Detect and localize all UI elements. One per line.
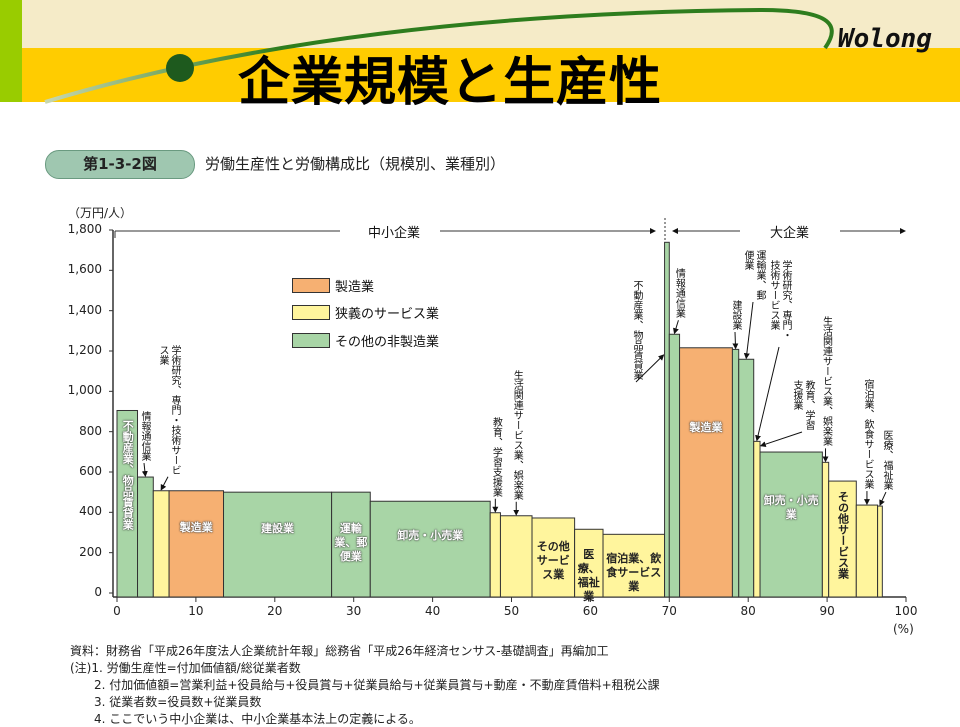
bar-oth [369, 500, 491, 598]
bar-svc [152, 490, 170, 598]
y-tick-label: 1,600 [67, 262, 102, 277]
bar-label: 学術研究、専門・技術サービス業 [157, 344, 180, 475]
y-tick-label: 600 [79, 464, 102, 478]
callout-arrow [673, 320, 679, 335]
bar-label: 生活関連サービス業、娯楽業 [511, 369, 523, 500]
x-tick-label: 0 [113, 604, 121, 618]
x-tick-label: 50 [503, 604, 520, 618]
bar-label: 教育、学習支援業 [791, 380, 814, 430]
x-tick-label: 80 [740, 604, 756, 618]
callout-arrow [732, 331, 739, 350]
legend-label-svc: 狭義のサービス業 [335, 307, 440, 322]
brand-logo: Wolong [838, 24, 932, 54]
bar-label: 建設業 [730, 300, 741, 330]
bar-svc [855, 504, 879, 598]
bar-label: 製造業 [179, 521, 213, 535]
note-4: 4. ここでいう中小企業は、中小企業基本法上の定義による。 [70, 712, 421, 726]
bar-label: 運輸業、郵便業 [334, 522, 368, 564]
bar-mfg [168, 490, 225, 598]
callout-arrow [879, 491, 887, 506]
bar-label: 情報通信業 [673, 268, 685, 319]
legend-label-oth: その他の非製造業 [335, 335, 440, 350]
bar-svc [753, 440, 761, 598]
bar-mfg [679, 347, 733, 598]
y-tick-label: 800 [79, 423, 102, 438]
bar-oth [331, 491, 371, 598]
x-tick-label: 40 [424, 604, 441, 618]
legend-swatch-oth [292, 333, 330, 348]
bullet-icon [166, 54, 194, 82]
note-1: (注)1. 労働生産性=付加価値額/総従業者数 [70, 661, 301, 675]
x-tick-label: 60 [582, 604, 599, 618]
bar-label: 生活関連サービス業、娯楽業 [820, 316, 832, 447]
bar-svc [531, 517, 576, 598]
y-axis-unit: （万円/人） [68, 206, 133, 220]
bar-svc [877, 505, 883, 598]
bar-label: 製造業 [689, 421, 723, 435]
note-2: 2. 付加価値額=営業利益+役員給与+役員賞与+従業員給与+従業員賞与+動産・不… [70, 678, 660, 692]
slide-title: 企業規模と生産性 [238, 53, 663, 113]
bar-svc [499, 515, 533, 598]
y-tick-label: 400 [79, 504, 102, 519]
bar-svc [821, 461, 830, 598]
bar-oth [738, 358, 755, 598]
bar-label: 情報通信業 [139, 411, 150, 462]
note-3: 3. 従業者数=役員数+従業員数 [70, 695, 262, 709]
callout-arrow [160, 476, 169, 491]
header-title-band [0, 48, 960, 102]
bar-label: 学術研究、専門・技術サービス業 [768, 260, 791, 340]
x-axis-unit: (%) [893, 622, 914, 636]
y-tick-label: 200 [79, 544, 102, 559]
segment-label-large: 大企業 [770, 226, 810, 241]
y-tick-label: 1,000 [67, 383, 102, 398]
x-tick-label: 100 [894, 604, 918, 618]
y-tick-label: 1,800 [67, 222, 102, 236]
bar-label: 宿泊業、飲食サービス業 [861, 379, 873, 490]
bar-oth [664, 241, 670, 598]
x-tick-label: 70 [661, 604, 677, 618]
bar-label: 卸売・小売業 [397, 528, 464, 542]
x-tick-label: 90 [819, 604, 835, 618]
x-tick-label: 20 [267, 604, 283, 618]
legend-swatch-mfg [292, 278, 330, 293]
callout-arrow [141, 462, 148, 478]
bar-label: 運輸業、郵便業 [742, 250, 765, 300]
left-accent-strip [0, 0, 22, 102]
x-tick-label: 30 [346, 604, 362, 618]
legend-swatch-svc [292, 305, 330, 320]
y-tick-label: 1,200 [67, 343, 102, 357]
bar-svc [574, 528, 604, 598]
bar-label: その他サービス業 [536, 540, 570, 582]
bar-oth [731, 348, 740, 598]
callout-arrow [635, 354, 665, 383]
bar-label: 教育、学習支援業 [490, 416, 502, 497]
bar-svc [489, 512, 501, 598]
bar-label: 医療、福祉業 [577, 548, 600, 604]
bar-oth [668, 333, 681, 598]
bar-label: 卸売・小売業 [763, 494, 819, 522]
callout-arrow [755, 346, 780, 442]
figure-title: 労働生産性と労働構成比（規模別、業種別） [205, 155, 506, 173]
y-tick-label: 1,400 [67, 302, 102, 317]
bar-label: 建設業 [261, 522, 295, 536]
bar-oth [759, 451, 823, 598]
source-note: 資料：財務省「平成26年度法人企業統計年報」総務省「平成26年経済センサス-基礎… [70, 644, 609, 658]
y-tick-label: 0 [94, 585, 102, 599]
figure-number: 第1-3-2図 [45, 150, 195, 179]
bar-label: 不動産業、物品賃貸業 [631, 280, 642, 380]
bar-oth [137, 476, 154, 598]
bar-label: その他サービス業 [836, 491, 850, 580]
callout-arrow [743, 301, 754, 360]
bar-label: 不動産業、物品賃貸業 [121, 420, 135, 531]
segment-label-sme: 中小企業 [368, 226, 421, 241]
callout-arrow [759, 431, 803, 448]
bar-oth [223, 491, 333, 598]
bar-label: 宿泊業、飲食サービス業 [606, 551, 662, 593]
bar-label: 医療、福祉業 [880, 430, 892, 491]
legend-label-mfg: 製造業 [335, 280, 375, 295]
x-tick-label: 10 [188, 604, 204, 618]
